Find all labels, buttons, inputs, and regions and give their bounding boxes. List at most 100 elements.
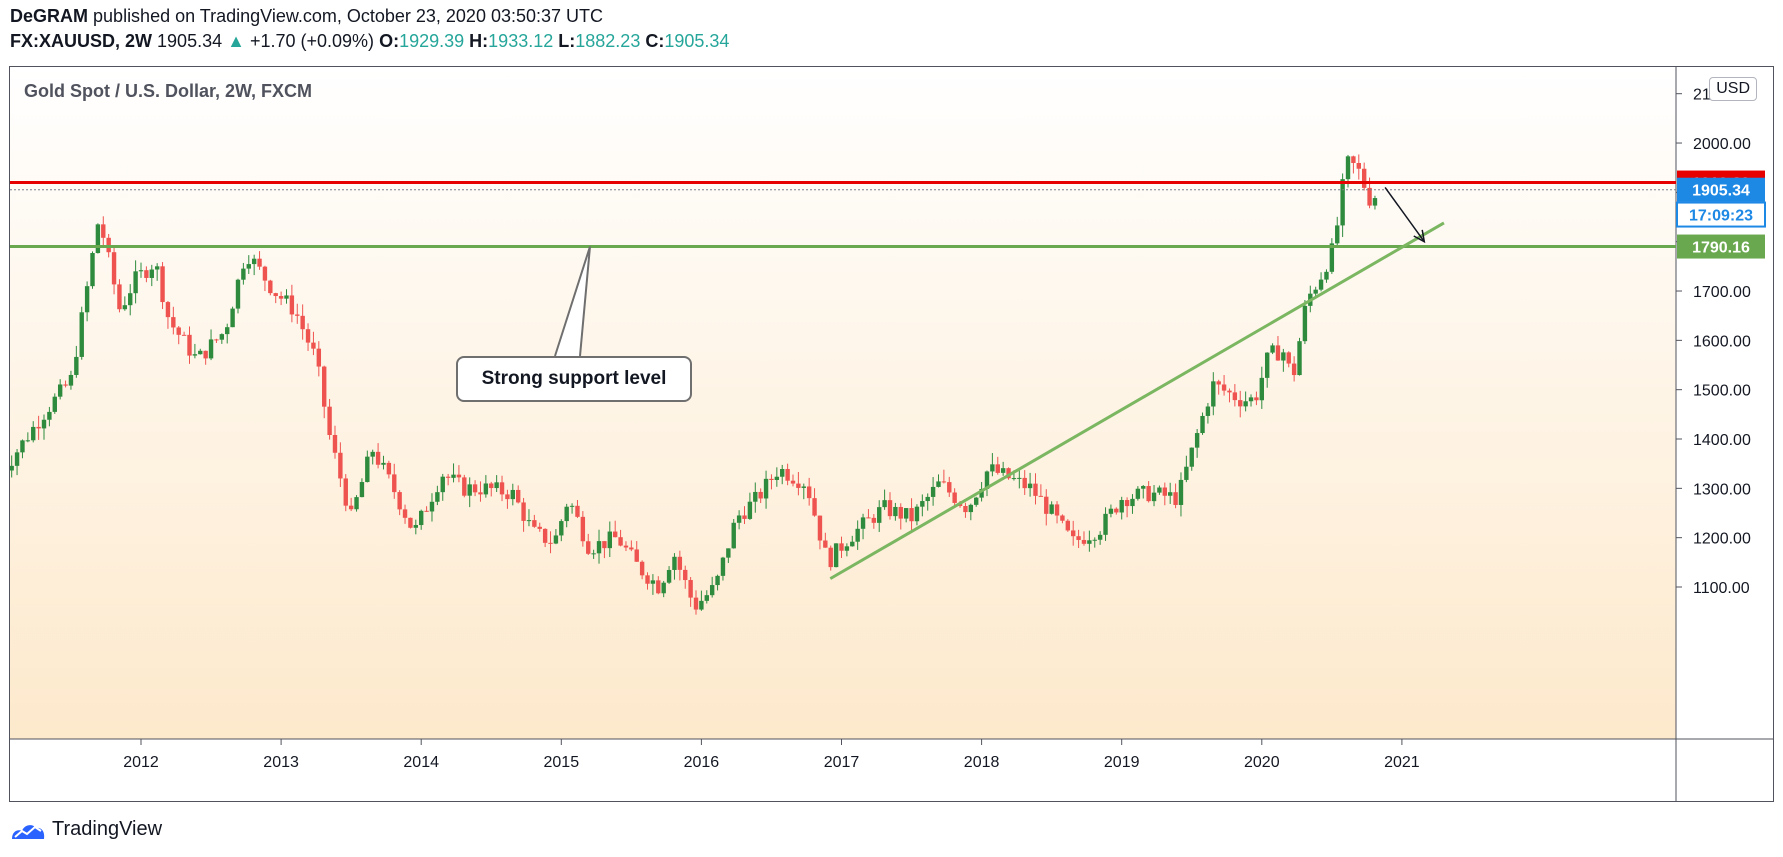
candle-body <box>769 478 774 480</box>
candle-body <box>198 350 203 355</box>
candle-body <box>1297 341 1302 376</box>
candle-body <box>1146 486 1151 502</box>
candle-body <box>860 517 866 529</box>
candle-body <box>225 327 230 335</box>
candle-body <box>31 426 36 441</box>
y-tick-label: 1500.00 <box>1693 383 1751 400</box>
candle-body <box>790 480 796 484</box>
x-tick-label: 2017 <box>824 754 860 771</box>
candle-body <box>402 509 408 518</box>
candle-body <box>1060 515 1065 521</box>
candle-body <box>1238 400 1243 407</box>
candle-body <box>419 510 424 526</box>
candle-body <box>370 451 375 457</box>
candle-body <box>564 506 569 522</box>
candle-body <box>435 492 440 502</box>
candle-body <box>1162 487 1168 496</box>
candle-body <box>618 537 623 546</box>
y-tick-label: 1700.00 <box>1693 284 1751 301</box>
candle-body <box>1286 352 1291 364</box>
candle-body <box>1200 415 1205 434</box>
candle-body <box>1318 279 1324 290</box>
author-name[interactable]: DeGRAM <box>10 6 89 26</box>
candle-body <box>850 541 855 547</box>
low-label: L: <box>558 31 576 51</box>
candle-body <box>316 348 322 367</box>
candle-body <box>90 253 95 287</box>
candle-body <box>833 543 839 568</box>
candle-body <box>1372 198 1378 206</box>
footer-brand[interactable]: TradingView <box>10 818 162 841</box>
time-axis[interactable]: 2012 2013 2014 2015 2016 2017 2018 2019 2020 2021 <box>123 739 1420 771</box>
candle-body <box>828 547 833 568</box>
candle-body <box>602 541 607 549</box>
candle-body <box>844 546 850 551</box>
up-arrow-icon: ▲ <box>227 31 245 51</box>
chart-title: Gold Spot / U.S. Dollar, 2W, FXCM <box>24 81 313 101</box>
candle-body <box>591 553 596 555</box>
tradingview-logo-icon <box>12 824 45 839</box>
candle-body <box>1022 477 1027 489</box>
ohlc-line: FX:XAUUSD, 2W 1905.34 ▲ +1.70 (+0.09%) O… <box>10 31 729 52</box>
candle-body <box>354 497 359 510</box>
candle-body <box>74 356 79 375</box>
candle-body <box>160 266 165 303</box>
candle-body <box>537 526 542 529</box>
candle-body <box>753 491 758 502</box>
candle-body <box>338 452 343 479</box>
candle-body <box>106 237 111 253</box>
currency-button[interactable]: USD <box>1709 77 1757 101</box>
candle-body <box>462 477 467 496</box>
y-tick-label: 1400.00 <box>1693 432 1751 449</box>
candle-body <box>1038 495 1044 497</box>
candle-body <box>1135 488 1141 499</box>
candle-body <box>1065 520 1071 531</box>
candle-body <box>1356 162 1361 169</box>
x-tick-label: 2020 <box>1244 754 1280 771</box>
candle-body <box>693 597 699 610</box>
candle-body <box>559 521 564 536</box>
change-value: +1.70 (+0.09%) <box>249 31 375 51</box>
candle-body <box>165 302 171 318</box>
candle-body <box>322 366 327 407</box>
candle-body <box>575 505 580 517</box>
candle-body <box>359 482 365 498</box>
candle-body <box>1329 243 1335 272</box>
candle-body <box>1324 271 1329 280</box>
y-tick-label: 2000.00 <box>1693 136 1751 153</box>
candle-body <box>903 508 909 519</box>
candle-body <box>747 501 753 519</box>
candle-body <box>424 510 429 512</box>
candle-body <box>192 354 198 356</box>
candle-body <box>1151 492 1157 502</box>
candle-body <box>84 286 90 313</box>
candle-body <box>1248 397 1254 402</box>
candle-body <box>1044 496 1049 514</box>
candle-body <box>1259 377 1264 401</box>
candle-body <box>10 465 14 471</box>
candle-body <box>1076 536 1081 540</box>
candle-body <box>984 471 990 489</box>
price-axis[interactable]: 1100.00 1200.00 1300.00 1400.00 1500.00 1600.… <box>1676 87 1751 597</box>
candle-body <box>1017 477 1022 479</box>
x-tick-label: 2019 <box>1104 754 1140 771</box>
candle-body <box>553 535 559 544</box>
last-value: 1905.34 <box>157 31 223 51</box>
candle-body <box>451 474 456 478</box>
high-label: H: <box>469 31 489 51</box>
brand-name: TradingView <box>52 818 163 840</box>
price-chart[interactable]: 1100.00 1200.00 1300.00 1400.00 1500.00 1600.… <box>10 67 1773 801</box>
candle-body <box>1281 352 1286 361</box>
candle-body <box>176 327 181 335</box>
candle-body <box>898 506 903 519</box>
candle-body <box>925 496 930 502</box>
candle-body <box>812 498 817 516</box>
candle-body <box>672 556 677 570</box>
candle-body <box>1264 352 1270 378</box>
support-label: 1790.16 <box>1692 240 1750 257</box>
candle-body <box>445 476 451 478</box>
candle-body <box>257 258 262 267</box>
candle-body <box>311 342 316 349</box>
chart-frame[interactable]: 1100.00 1200.00 1300.00 1400.00 1500.00 1600.… <box>9 66 1774 802</box>
candle-body <box>612 531 618 538</box>
